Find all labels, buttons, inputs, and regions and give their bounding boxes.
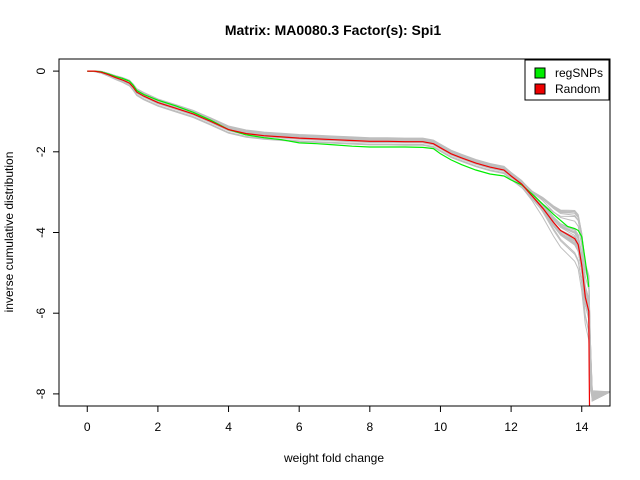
random-simulation-line [87, 70, 610, 393]
random-simulation-line [87, 70, 610, 393]
random-simulation-line [87, 70, 610, 402]
x-tick-label: 4 [225, 420, 232, 434]
random-simulation-line [87, 70, 610, 400]
random-simulation-line [87, 70, 610, 394]
random-simulation-line [87, 70, 610, 402]
y-tick-label: 0 [34, 67, 48, 74]
x-tick-label: 10 [434, 420, 448, 434]
random-simulation-line [87, 70, 610, 394]
random-simulation-line [87, 70, 610, 393]
x-tick-label: 12 [504, 420, 518, 434]
y-tick-label: -6 [34, 308, 48, 319]
random-simulation-line [87, 70, 610, 397]
series-layer [87, 70, 591, 406]
series-line-regsnps [87, 70, 590, 288]
legend-swatch-regsnps [534, 67, 546, 79]
random-simulation-line [87, 70, 610, 394]
random-simulation-line [87, 70, 610, 394]
series-regsnps [87, 70, 590, 288]
x-tick-label: 0 [84, 420, 91, 434]
y-tick-label: -2 [34, 146, 48, 157]
random-simulation-line [87, 70, 610, 397]
random-simulation-line [87, 70, 610, 398]
x-tick-label: 6 [296, 420, 303, 434]
plot-frame [58, 58, 611, 407]
legend-swatch-random [534, 83, 546, 95]
random-simulation-line [87, 70, 610, 399]
random-simulation-line [87, 70, 610, 395]
series-line-random [87, 70, 591, 406]
x-tick-label: 14 [575, 420, 589, 434]
legend-label-regsnps: regSNPs [555, 66, 603, 80]
x-tick-label: 8 [366, 420, 373, 434]
random-simulation-line [87, 70, 610, 399]
random-simulation-line [87, 70, 610, 393]
x-tick-label: 2 [155, 420, 162, 434]
series-random [87, 70, 591, 406]
random-simulation-line [87, 70, 610, 396]
legend-label-random: Random [555, 82, 600, 96]
random-simulations [87, 70, 610, 402]
random-simulation-line [87, 70, 610, 395]
random-simulation-line [87, 70, 610, 399]
random-simulation-line [87, 70, 610, 400]
y-tick-label: -4 [34, 227, 48, 238]
random-simulation-line [87, 70, 610, 393]
random-simulation-line [87, 70, 610, 402]
random-simulation-line [87, 70, 610, 395]
random-simulation-line [87, 70, 610, 401]
y-tick-label: -8 [34, 388, 48, 399]
x-axis-label: weight fold change [283, 451, 384, 465]
random-simulation-line [87, 70, 610, 396]
random-simulation-line [87, 70, 610, 394]
y-axis: 0 -2 -4 -6 -8 [34, 67, 60, 399]
random-simulation-line [87, 70, 610, 402]
legend: regSNPs Random [524, 59, 610, 101]
random-simulation-line [87, 70, 610, 398]
chart-title: Matrix: MA0080.3 Factor(s): Spi1 [225, 22, 441, 38]
x-axis: 0 2 4 6 8 10 12 14 [84, 405, 589, 434]
random-simulation-line [87, 70, 610, 394]
y-axis-label: inverse cumulative distribution [2, 152, 16, 313]
